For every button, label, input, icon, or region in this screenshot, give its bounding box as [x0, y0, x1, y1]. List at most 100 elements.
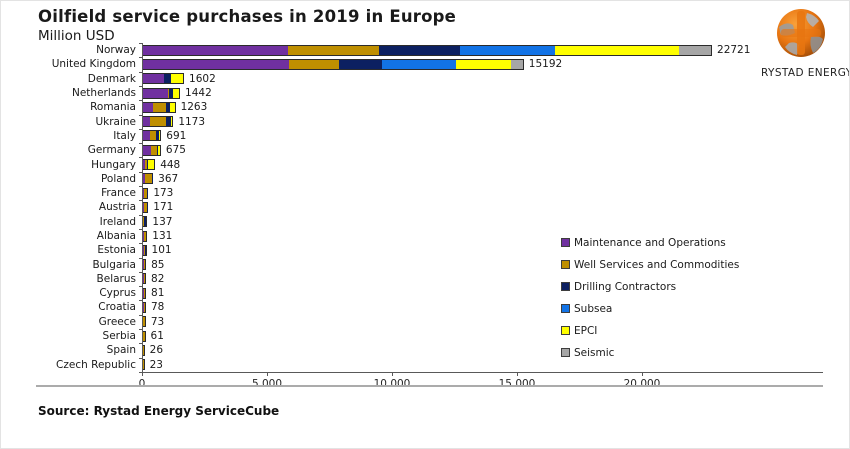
bar-area: 171: [142, 200, 849, 214]
segment-maintenance-and-operations: [143, 245, 144, 255]
category-label-netherlands: Netherlands: [71, 87, 136, 100]
bar-area: 23: [142, 358, 849, 372]
segment-well-services-and-commodities: [149, 117, 167, 127]
segment-drilling-contractors: [166, 117, 171, 127]
chart-subtitle: Million USD: [38, 28, 115, 44]
legend-swatch-subsea: [561, 304, 570, 313]
segment-drilling-contractors: [151, 174, 153, 184]
legend-item-subsea: Subsea: [561, 303, 739, 315]
bar-area: 15192: [142, 57, 849, 71]
segment-maintenance-and-operations: [143, 231, 144, 241]
category-label-ukraine: Ukraine: [95, 115, 136, 128]
x-axis-tick-label: 10 000: [373, 378, 411, 390]
segment-drilling-contractors: [144, 245, 146, 255]
y-axis-tick: [139, 100, 142, 102]
bar-row: Ireland 137: [1, 215, 849, 229]
y-axis-tick: [139, 200, 142, 202]
y-axis-tick: [139, 314, 142, 316]
bar-row: Serbia 61: [1, 329, 849, 343]
y-axis-tick: [139, 343, 142, 345]
value-label: 26: [149, 344, 164, 357]
segment-epci: [170, 117, 173, 127]
x-axis-tick-label: 5 000: [251, 378, 283, 390]
chart-title: Oilfield service purchases in 2019 in Eu…: [38, 7, 457, 26]
x-axis-tick: [517, 372, 518, 376]
bar-area: 1442: [142, 86, 849, 100]
y-axis-tick: [139, 85, 142, 87]
stacked-bar-hungary: [142, 159, 156, 171]
legend-item-drilling-contractors: Drilling Contractors: [561, 280, 739, 293]
value-label: 82: [151, 272, 165, 285]
segment-subsea: [459, 45, 555, 55]
bar-rows: Norway 22721 United Kingdom 15192 Denmark 160…: [1, 43, 849, 372]
segment-well-services-and-commodities: [143, 231, 147, 241]
segment-drilling-contractors: [379, 45, 460, 55]
y-axis-line: [142, 43, 143, 372]
value-label: 1442: [185, 87, 212, 100]
y-axis-tick: [139, 371, 142, 373]
bar-area: 1173: [142, 114, 849, 128]
segment-well-services-and-commodities: [143, 317, 145, 327]
x-axis-tick-label: 0: [138, 378, 146, 390]
segment-epci: [554, 45, 680, 55]
y-axis-tick: [139, 57, 142, 59]
rystad-globe-icon: [777, 9, 825, 57]
category-label-albania: Albania: [96, 230, 136, 242]
segment-seismic: [510, 59, 523, 69]
legend-label: Maintenance and Operations: [574, 236, 726, 249]
segment-maintenance-and-operations: [143, 288, 144, 298]
legend-label: Seismic: [574, 346, 615, 359]
value-label: 691: [166, 129, 187, 142]
segment-well-services-and-commodities: [144, 160, 147, 170]
segment-well-services-and-commodities: [144, 188, 147, 198]
segment-drilling-contractors: [146, 202, 148, 212]
category-label-germany: Germany: [87, 144, 136, 157]
footer-divider: [36, 385, 823, 387]
value-label: 173: [153, 187, 174, 200]
segment-drilling-contractors: [147, 160, 148, 170]
category-label-cyprus: Cyprus: [99, 287, 136, 300]
segment-maintenance-and-operations: [143, 174, 145, 184]
stacked-bar-germany: [142, 144, 161, 156]
segment-maintenance-and-operations: [143, 117, 150, 127]
segment-epci: [171, 74, 184, 84]
legend-swatch-epci: [561, 326, 570, 335]
value-label: 23: [149, 358, 163, 371]
bar-row: Netherlands 1442: [1, 86, 849, 100]
segment-maintenance-and-operations: [143, 74, 165, 84]
category-label-spain: Spain: [106, 344, 136, 357]
segment-maintenance-and-operations: [143, 260, 144, 270]
segment-well-services-and-commodities: [150, 145, 157, 155]
rystad-logo: RYSTAD ENERGY: [761, 7, 850, 79]
y-axis-tick: [139, 114, 142, 116]
bar-row: Greece 73: [1, 315, 849, 329]
segment-well-services-and-commodities: [168, 88, 170, 98]
segment-well-services-and-commodities: [288, 59, 340, 69]
bar-area: 81: [142, 286, 849, 300]
value-label: 81: [151, 287, 165, 300]
y-axis-tick: [139, 257, 142, 259]
y-axis-tick: [139, 228, 142, 230]
category-label-greece: Greece: [98, 315, 136, 328]
segment-maintenance-and-operations: [143, 202, 144, 212]
segment-maintenance-and-operations: [143, 102, 153, 112]
y-axis-tick: [139, 143, 142, 145]
y-axis-tick: [139, 71, 142, 73]
x-axis-tick-label: 15 000: [498, 378, 536, 390]
bar-area: 78: [142, 300, 849, 314]
rystad-logo-text: RYSTAD ENERGY: [761, 67, 850, 79]
bar-area: 173: [142, 186, 849, 200]
bar-row: Romania 1263: [1, 100, 849, 114]
x-axis-line: [142, 372, 823, 373]
segment-well-services-and-commodities: [143, 345, 144, 355]
x-axis-tick: [267, 372, 268, 376]
bar-row: Norway 22721: [1, 43, 849, 57]
segment-maintenance-and-operations: [143, 274, 144, 284]
value-label: 131: [152, 230, 173, 242]
segment-drilling-contractors: [169, 88, 173, 98]
y-axis-tick: [139, 300, 142, 302]
value-label: 367: [158, 172, 179, 185]
value-label: 1263: [180, 101, 208, 114]
legend-label: Drilling Contractors: [574, 280, 677, 293]
